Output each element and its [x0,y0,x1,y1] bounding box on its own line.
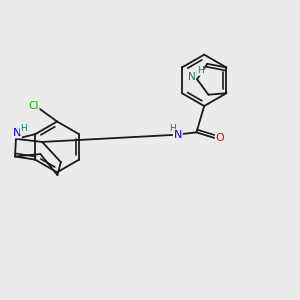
Text: Cl: Cl [28,101,39,111]
Text: N: N [13,128,21,138]
Text: N: N [174,130,182,140]
Text: H: H [20,124,27,134]
Text: H: H [197,66,203,75]
Text: H: H [169,124,176,133]
Text: O: O [216,133,224,143]
Text: N: N [188,72,195,82]
